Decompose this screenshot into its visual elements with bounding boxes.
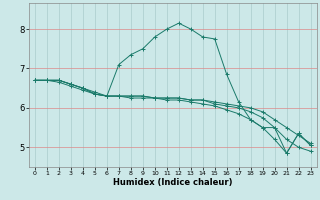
X-axis label: Humidex (Indice chaleur): Humidex (Indice chaleur) [113, 178, 233, 187]
